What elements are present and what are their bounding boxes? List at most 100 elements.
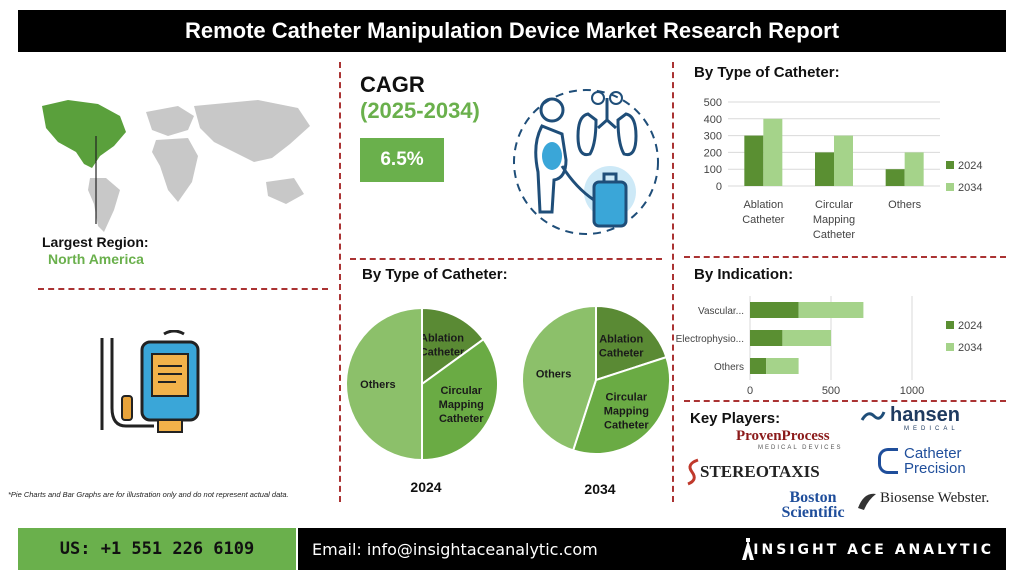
hansen-wave-icon xyxy=(860,411,886,421)
catheter-device-icon xyxy=(100,330,200,433)
report-title-text: Remote Catheter Manipulation Device Mark… xyxy=(184,18,840,43)
x-category-label: Ablation xyxy=(743,199,783,211)
catheter-bar-chart: 0 100 200 300 400 500 Ablation Catheter Circular… xyxy=(704,97,983,241)
report-title: Remote Catheter Manipulation Device Mark… xyxy=(18,10,1006,52)
pie-section-title: By Type of Catheter: xyxy=(362,266,508,283)
boston-line2: Scientific xyxy=(781,504,845,521)
indication-bar-chart: 0 500 1000 Vascular... Electrophysio... Other… xyxy=(676,296,982,396)
x-category-label: Others xyxy=(888,199,922,211)
divider-center-h xyxy=(350,258,662,260)
insight-ace-logo-icon xyxy=(742,538,754,560)
proven-process-name: ProvenProcess xyxy=(736,428,830,444)
y-tick-label: 200 xyxy=(704,147,722,159)
bar-2034 xyxy=(766,358,799,374)
pie-slice-label: Catheter xyxy=(439,413,484,425)
x-tick-label: 500 xyxy=(822,385,840,396)
y-tick-label: 0 xyxy=(716,181,722,193)
pie-slice-label: Catheter xyxy=(599,347,644,359)
bar-2024 xyxy=(750,302,799,318)
divider-right xyxy=(672,62,674,502)
pie-slice-label: Catheter xyxy=(420,347,465,359)
largest-region-label: Largest Region: xyxy=(42,234,149,250)
phone-bar: US: +1 551 226 6109 xyxy=(18,528,296,570)
pie-slice xyxy=(421,337,499,462)
pie-slice xyxy=(595,304,668,382)
largest-region-value: North America xyxy=(48,251,144,267)
divider-left xyxy=(339,62,341,502)
divider-right-h1 xyxy=(684,256,1006,258)
biosense-webster-logo: Biosense Webster. xyxy=(856,488,1006,518)
bar-2024 xyxy=(815,152,834,186)
x-category-label: Mapping xyxy=(813,214,855,226)
pie-year-label: 2034 xyxy=(584,481,615,497)
indication-section-title: By Indication: xyxy=(694,266,794,283)
key-players-title: Key Players: xyxy=(690,410,781,427)
y-category-label: Electrophysio... xyxy=(676,334,744,345)
legend-swatch xyxy=(946,183,954,191)
boston-scientific-logo: Boston Scientific xyxy=(768,490,858,524)
boston-line1: Boston xyxy=(789,489,837,506)
legend-label: 2034 xyxy=(958,182,982,194)
legend-label: 2034 xyxy=(958,342,982,354)
x-tick-label: 0 xyxy=(747,385,753,396)
bar-section-title: By Type of Catheter: xyxy=(694,64,840,81)
stereotaxis-logo: STEREOTAXIS xyxy=(686,456,820,488)
x-category-label: Catheter xyxy=(813,229,856,241)
bar-2034 xyxy=(763,118,783,186)
stereotaxis-name: STEREOTAXIS xyxy=(700,462,820,481)
pie-slice-label: Ablation xyxy=(420,333,464,345)
cagr-value-box: 6.5% xyxy=(360,138,444,182)
cagr-value: 6.5% xyxy=(380,149,424,170)
bar-2034 xyxy=(798,302,864,318)
catheter-precision-logo: Catheter Precision xyxy=(878,446,1006,480)
legend-swatch xyxy=(946,321,954,329)
cagr-period: (2025-2034) xyxy=(360,98,480,123)
cagr-label: CAGR xyxy=(360,72,425,97)
y-tick-label: 100 xyxy=(704,164,722,176)
email-link[interactable]: Email: info@insightaceanalytic.com xyxy=(312,540,598,559)
stereotaxis-mark-icon xyxy=(687,458,699,486)
catheter-precision-mark-icon xyxy=(878,448,898,474)
phone-number[interactable]: US: +1 551 226 6109 xyxy=(59,539,255,559)
bar-2024 xyxy=(744,135,764,186)
catheter-precision-line1: Catheter xyxy=(904,445,962,462)
pie-slice-label: Ablation xyxy=(599,333,643,345)
divider-left-h xyxy=(38,288,328,290)
hansen-name: hansen xyxy=(890,404,961,426)
hansen-logo: hansen MEDICAL xyxy=(860,404,1010,434)
y-category-label: Others xyxy=(714,362,744,373)
x-category-label: Catheter xyxy=(742,214,785,226)
pie-slice-label: Circular xyxy=(606,391,648,403)
pie-year-label: 2024 xyxy=(410,479,441,495)
bar-2024 xyxy=(750,358,767,374)
hansen-sub: MEDICAL xyxy=(904,426,959,432)
pie-slice-label: Mapping xyxy=(439,399,484,411)
bar-2034 xyxy=(782,330,831,346)
y-category-label: Vascular... xyxy=(698,306,744,317)
contact-bar: Email: info@insightaceanalytic.com INSIG… xyxy=(298,528,1006,570)
y-tick-label: 500 xyxy=(704,97,722,109)
x-tick-label: 1000 xyxy=(900,385,924,396)
pie-slice-label: Mapping xyxy=(604,405,649,417)
pie-slice xyxy=(571,355,671,455)
legend-swatch xyxy=(946,343,954,351)
catheter-precision-line2: Precision xyxy=(904,460,966,477)
legend-label: 2024 xyxy=(958,320,982,332)
pie-slice-label: Others xyxy=(536,368,571,380)
legend-label: 2024 xyxy=(958,160,982,172)
biosense-name: Biosense Webster. xyxy=(880,490,990,506)
y-tick-label: 400 xyxy=(704,114,722,126)
pie-charts: Ablation Catheter Circular Mapping Catheter O… xyxy=(345,304,671,497)
biosense-mark-icon xyxy=(858,493,876,510)
x-category-label: Circular xyxy=(815,199,853,211)
y-tick-label: 300 xyxy=(704,131,722,143)
patient-lungs-icon xyxy=(513,89,659,235)
brand-name: INSIGHT ACE ANALYTIC xyxy=(753,542,994,558)
pie-slice-label: Others xyxy=(360,379,395,391)
bar-2034 xyxy=(834,135,853,186)
bar-2024 xyxy=(885,169,905,186)
pie-slice-label: Circular xyxy=(440,385,482,397)
world-map-icon xyxy=(42,100,310,232)
proven-process-logo: ProvenProcess MEDICAL DEVICES xyxy=(736,428,866,456)
disclaimer-text: *Pie Charts and Bar Graphs are for illus… xyxy=(8,490,289,499)
